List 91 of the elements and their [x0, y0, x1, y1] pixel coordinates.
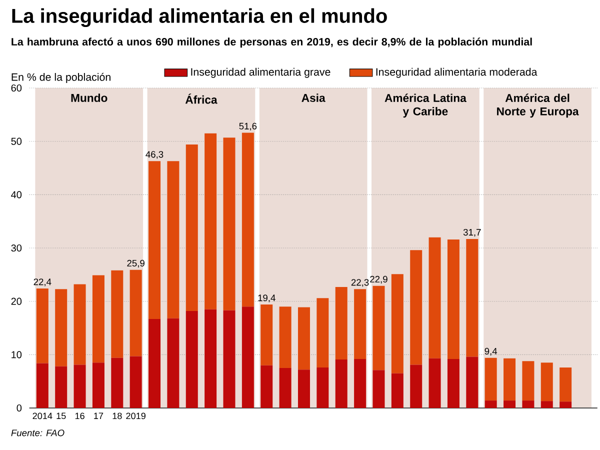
bar	[298, 307, 310, 370]
annotation: África	[185, 94, 218, 104]
annotation: América Latina y Caribe	[384, 94, 466, 118]
x-tick-label: 15	[56, 412, 66, 420]
bar	[242, 132, 254, 307]
bar	[298, 370, 310, 408]
bar	[410, 364, 422, 408]
total-label: 25,9	[127, 260, 144, 268]
total-label: 22,3	[351, 279, 369, 287]
bar	[447, 239, 460, 359]
bar	[130, 270, 142, 356]
bar	[148, 318, 161, 408]
chart-subtitle: La hambruna afectó a unos 690 millones de personas en 2019, es decir 8,9% de la población mundial	[12, 38, 532, 48]
bar	[148, 161, 161, 319]
bar	[447, 358, 460, 408]
bar	[316, 298, 329, 368]
y-tick-label: 0	[16, 404, 22, 412]
bar	[55, 366, 68, 408]
bar	[36, 288, 48, 364]
y-tick-label: 50	[11, 138, 22, 145]
bar	[111, 270, 124, 358]
bar	[186, 144, 198, 311]
bar	[55, 289, 68, 366]
bar	[36, 363, 48, 408]
bar	[540, 362, 553, 402]
bar	[466, 238, 478, 357]
x-tick-label: 18	[112, 412, 122, 420]
annotation: Asia	[302, 94, 326, 102]
source-note: Fuente: FAO	[11, 430, 64, 436]
total-label: 9,4	[484, 348, 498, 356]
bar	[560, 402, 572, 408]
annotation: América del Norte y Europa	[497, 94, 579, 118]
total-label: 46,3	[146, 151, 164, 159]
bar	[522, 400, 534, 408]
bar	[74, 364, 86, 408]
bar	[92, 362, 104, 408]
legend-label: Inseguridad alimentaria grave	[191, 68, 330, 78]
total-label: 51,6	[239, 122, 257, 131]
y-tick-label: 20	[11, 298, 22, 305]
bar	[504, 358, 516, 401]
bar	[504, 400, 516, 408]
bar	[279, 368, 292, 408]
bar	[335, 359, 348, 408]
bar	[279, 306, 292, 368]
bar	[260, 304, 273, 366]
total-label: 22,4	[34, 278, 52, 286]
bar	[540, 401, 553, 408]
x-tick-label: 2019	[126, 412, 146, 420]
bar	[391, 274, 404, 374]
y-axis-title: En % de la población	[12, 72, 110, 83]
x-tick-label: 2014	[32, 412, 52, 420]
bar	[186, 310, 198, 408]
bar	[92, 275, 104, 363]
bar	[484, 358, 497, 401]
y-tick-label: 40	[11, 191, 22, 198]
total-label: 19,4	[258, 294, 276, 302]
bar	[410, 250, 422, 365]
bar	[522, 361, 534, 401]
bar	[335, 286, 348, 360]
bar	[560, 367, 572, 402]
x-tick-label: 16	[75, 412, 84, 420]
bar	[260, 365, 273, 408]
bar	[167, 161, 180, 318]
bar	[223, 310, 236, 408]
bar	[372, 286, 385, 370]
bar	[111, 358, 124, 408]
bar	[428, 237, 441, 358]
bar	[372, 370, 385, 408]
bar	[74, 284, 86, 365]
bar	[316, 367, 329, 408]
chart-title: La inseguridad alimentaria en el mundo	[12, 8, 387, 28]
y-tick-label: 60	[11, 84, 22, 92]
legend-label: Inseguridad alimentaria moderada	[376, 68, 538, 78]
y-tick-label: 10	[12, 351, 22, 358]
bar	[354, 358, 366, 408]
total-label: 22,9	[370, 276, 388, 284]
bar	[484, 400, 497, 408]
bar	[223, 138, 236, 310]
bar	[130, 356, 142, 408]
bar	[354, 289, 366, 359]
bar	[391, 373, 404, 408]
x-tick-label: 17	[94, 412, 104, 419]
total-label: 31,7	[463, 228, 481, 237]
bar	[167, 318, 180, 408]
bar	[204, 133, 217, 310]
y-tick-label: 30	[11, 244, 22, 252]
bar	[242, 306, 254, 408]
bar	[204, 309, 217, 408]
bar	[428, 358, 441, 408]
bar	[466, 356, 478, 408]
annotation: Mundo	[71, 94, 108, 102]
